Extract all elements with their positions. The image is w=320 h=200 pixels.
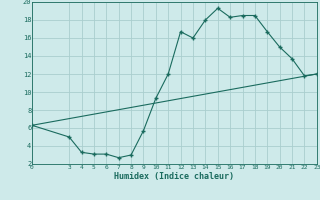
X-axis label: Humidex (Indice chaleur): Humidex (Indice chaleur) — [115, 172, 234, 181]
